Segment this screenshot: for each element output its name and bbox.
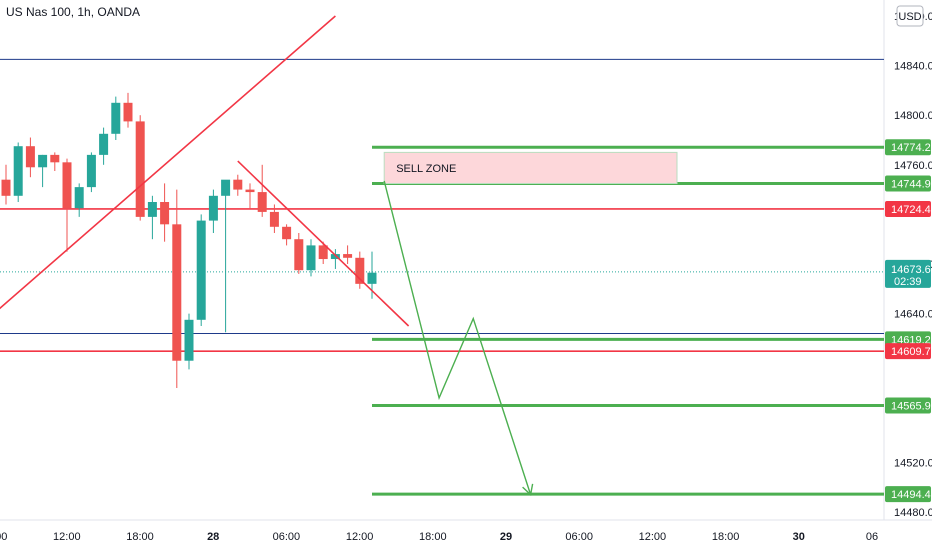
candle-body[interactable] bbox=[330, 254, 340, 260]
candle-body[interactable] bbox=[1, 179, 11, 196]
candle-body[interactable] bbox=[147, 202, 157, 217]
candle-body[interactable] bbox=[184, 319, 194, 361]
candle-body[interactable] bbox=[123, 102, 133, 122]
price-tick-label: 14800.0 bbox=[894, 110, 932, 122]
time-tick-label: 12:00 bbox=[346, 531, 374, 543]
candle-body[interactable] bbox=[221, 179, 231, 196]
candle-body[interactable] bbox=[13, 146, 23, 196]
price-axis: 14480.014520.014640.014680.014760.014800… bbox=[894, 11, 932, 519]
time-tick-label: 06 bbox=[866, 531, 878, 543]
level-price-tag-bg bbox=[885, 397, 931, 414]
price-tags: 14774.214744.914724.414619.214609.714565… bbox=[885, 139, 931, 503]
current-price-tag-bg bbox=[885, 259, 931, 288]
projection-polyline[interactable] bbox=[383, 180, 532, 495]
trend-line[interactable] bbox=[237, 160, 410, 327]
projection-arrowhead bbox=[522, 483, 534, 497]
sell-zone-box[interactable] bbox=[383, 151, 678, 185]
candle-body[interactable] bbox=[294, 239, 304, 271]
candle-body[interactable] bbox=[99, 133, 109, 155]
trend-lines bbox=[0, 15, 410, 388]
candle-body[interactable] bbox=[25, 146, 35, 168]
price-tick-label: 14480.0 bbox=[894, 507, 932, 519]
candle-body[interactable] bbox=[318, 245, 328, 260]
time-tick-label: 06:00 bbox=[565, 531, 593, 543]
price-tick-label: 14760.0 bbox=[894, 160, 932, 172]
time-tick-label: 29 bbox=[500, 531, 512, 543]
time-axis: 06:00 12:00 18:00 28 06:00 12:00 18:00 29 06:00 1… bbox=[0, 531, 878, 543]
candle-body[interactable] bbox=[160, 202, 170, 225]
candle-body[interactable] bbox=[38, 154, 48, 168]
candle-body[interactable] bbox=[86, 154, 96, 188]
time-tick-label: 06:00 bbox=[273, 531, 301, 543]
candle-body[interactable] bbox=[135, 121, 145, 217]
level-price-tag-bg bbox=[885, 343, 931, 360]
candle-body[interactable] bbox=[355, 257, 365, 284]
candle-body[interactable] bbox=[282, 226, 292, 240]
time-tick-label: 28 bbox=[207, 531, 219, 543]
time-tick-label: 18:00 bbox=[419, 531, 447, 543]
time-tick-label: 18:00 bbox=[126, 531, 154, 543]
price-tick-label: 14520.0 bbox=[894, 457, 932, 469]
sell-zone-layer: SELL ZONE bbox=[383, 151, 678, 185]
candle-body[interactable] bbox=[196, 220, 206, 320]
price-tick-label: 14840.0 bbox=[894, 61, 932, 73]
candle-body[interactable] bbox=[50, 154, 60, 163]
candle-body[interactable] bbox=[62, 162, 72, 209]
candle-body[interactable] bbox=[269, 211, 279, 227]
candle-body[interactable] bbox=[367, 272, 377, 284]
level-price-tag: 14724.4 bbox=[891, 204, 931, 216]
level-price-tag: 14565.9 bbox=[891, 400, 931, 412]
level-price-tag: 14494.4 bbox=[891, 489, 931, 501]
candle-body[interactable] bbox=[306, 245, 316, 271]
currency-button-label: USD bbox=[898, 11, 921, 23]
candle-body[interactable] bbox=[257, 192, 267, 212]
price-tick-label: 14640.0 bbox=[894, 309, 932, 321]
currency-button[interactable] bbox=[896, 5, 924, 27]
projection-path bbox=[383, 180, 534, 497]
current-price-tag: 14673.6 bbox=[891, 264, 931, 276]
candle-body[interactable] bbox=[208, 195, 218, 221]
time-tick-label: 12:00 bbox=[53, 531, 81, 543]
level-price-tag: 14609.7 bbox=[891, 346, 931, 358]
level-price-tag: 14744.9 bbox=[891, 179, 931, 191]
candle-body[interactable] bbox=[245, 189, 255, 193]
level-price-tag: 14774.2 bbox=[891, 142, 931, 154]
time-tick-label: 06:00 bbox=[0, 531, 7, 543]
candle-body[interactable] bbox=[111, 102, 121, 134]
chart-title: US Nas 100, 1h, OANDA bbox=[6, 5, 140, 19]
level-price-tag-bg bbox=[885, 175, 931, 192]
time-tick-label: 18:00 bbox=[712, 531, 740, 543]
candle-body[interactable] bbox=[74, 187, 84, 209]
candle-body[interactable] bbox=[172, 224, 182, 361]
candle-body[interactable] bbox=[343, 254, 353, 258]
level-price-tag-bg bbox=[885, 486, 931, 503]
bar-countdown-tag: 02:39 bbox=[894, 276, 922, 288]
trend-line[interactable] bbox=[0, 15, 336, 388]
sell-zone-label: SELL ZONE bbox=[396, 163, 456, 175]
level-price-tag-bg bbox=[885, 200, 931, 217]
time-tick-label: 30 bbox=[793, 531, 805, 543]
candles-group bbox=[1, 92, 377, 388]
candle-body[interactable] bbox=[233, 179, 243, 190]
level-price-tag-bg bbox=[885, 139, 931, 156]
time-tick-label: 12:00 bbox=[639, 531, 667, 543]
